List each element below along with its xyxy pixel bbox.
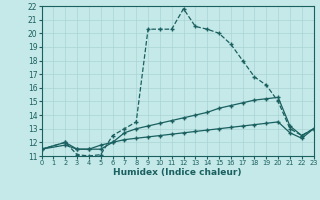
X-axis label: Humidex (Indice chaleur): Humidex (Indice chaleur): [113, 168, 242, 177]
